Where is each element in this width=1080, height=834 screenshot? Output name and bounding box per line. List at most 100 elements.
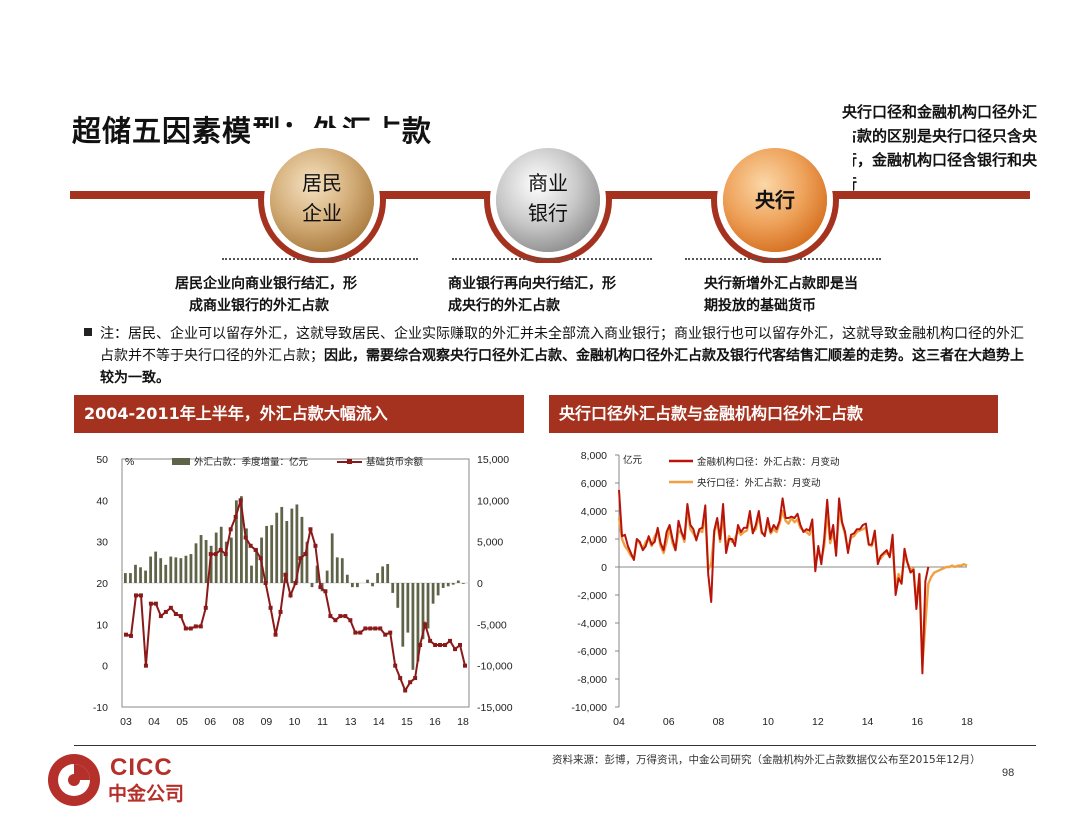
- line-point: [433, 643, 437, 647]
- line-point: [408, 680, 412, 684]
- bar: [169, 557, 172, 583]
- chart-1-banner: 2004-2011年上半年，外汇占款大幅流入: [74, 395, 524, 433]
- line-point: [363, 626, 367, 630]
- left-tick-label: 50: [96, 454, 108, 466]
- line-point: [239, 498, 243, 502]
- flow-label-2-line1: 商业: [508, 168, 588, 198]
- line-point: [428, 639, 432, 643]
- bar: [275, 513, 278, 583]
- bar: [401, 583, 404, 647]
- right-tick-label: 15,000: [477, 454, 509, 466]
- line-point: [284, 573, 288, 577]
- bar: [447, 583, 450, 586]
- line-point: [423, 622, 427, 626]
- bar: [452, 583, 455, 585]
- bar: [462, 583, 465, 584]
- bar: [280, 507, 283, 583]
- line-series-financial-institution: [619, 490, 928, 673]
- x-tick-label: 18: [457, 716, 469, 728]
- line-point: [413, 676, 417, 680]
- y-tick-label: -4,000: [577, 618, 607, 630]
- bar: [381, 566, 384, 583]
- line-point: [274, 633, 278, 637]
- line-point: [368, 626, 372, 630]
- line-point: [393, 664, 397, 668]
- line-point: [159, 614, 163, 618]
- line-point: [224, 552, 228, 556]
- line-point: [343, 614, 347, 618]
- bar: [205, 540, 208, 583]
- x-tick-label: 16: [911, 716, 923, 728]
- legend-label-central: 央行口径：外汇占款：月变动: [697, 477, 821, 489]
- flow-caption-2: 商业银行再向央行结汇，形 成央行的外汇占款: [448, 273, 616, 317]
- flow-label-2: 商业 银行: [508, 168, 588, 228]
- line-point: [249, 544, 253, 548]
- legend-label-bar: 外汇占款：季度增量：亿元: [194, 456, 309, 468]
- line-point: [244, 536, 248, 540]
- line-point: [234, 515, 238, 519]
- x-tick-label: 06: [204, 716, 216, 728]
- x-tick-label: 06: [663, 716, 675, 728]
- bar: [195, 543, 198, 583]
- bar: [356, 583, 359, 587]
- line-point: [398, 676, 402, 680]
- bar: [164, 565, 167, 583]
- flow-caption-2-line1: 商业银行再向央行结汇，形: [448, 273, 616, 295]
- line-point: [269, 606, 273, 610]
- bar: [200, 535, 203, 583]
- line-point: [129, 634, 133, 638]
- line-point: [214, 552, 218, 556]
- line-point: [353, 631, 357, 635]
- line-point: [328, 614, 332, 618]
- bar: [250, 566, 253, 583]
- left-tick-label: 0: [102, 661, 108, 673]
- legend-label-financial: 金融机构口径：外汇占款：月变动: [697, 456, 840, 468]
- line-point: [458, 643, 462, 647]
- line-point: [189, 626, 193, 630]
- line-point: [149, 602, 153, 606]
- bar: [326, 571, 329, 583]
- y-tick-label: 0: [601, 562, 607, 574]
- line-point: [303, 552, 307, 556]
- left-tick-label: 10: [96, 619, 108, 631]
- x-tick-label: 14: [373, 716, 385, 728]
- flow-label-1-line1: 居民: [282, 168, 362, 198]
- flow-caption-1-line1: 居民企业向商业银行结汇，形: [175, 273, 357, 295]
- line-point: [124, 633, 128, 637]
- line-point: [418, 643, 422, 647]
- flow-caption-3-line2: 期投放的基础货币: [704, 295, 858, 317]
- footer-divider: [74, 745, 1036, 746]
- bar: [159, 558, 162, 583]
- y-axis-unit: 亿元: [623, 454, 643, 466]
- line-point: [448, 639, 452, 643]
- bar: [185, 556, 188, 583]
- x-tick-label: 14: [862, 716, 874, 728]
- right-tick-label: -10,000: [477, 661, 513, 673]
- flow-label-3-line1: 央行: [735, 185, 815, 215]
- line-point: [264, 581, 268, 585]
- page-number: 98: [1002, 767, 1014, 779]
- legend-swatch-marker: [347, 459, 352, 464]
- chart-1: 50403020100-10% 15,00010,0005,0000-5,000-…: [74, 445, 534, 735]
- legend-label-line: 基础货币余额: [366, 456, 424, 468]
- bar: [301, 517, 304, 583]
- bar: [220, 527, 223, 583]
- x-tick-label: 08: [713, 716, 725, 728]
- bar: [336, 557, 339, 583]
- bar: [311, 583, 314, 587]
- line-point: [373, 626, 377, 630]
- flow-label-3: 央行: [735, 185, 815, 215]
- y-tick-label: 8,000: [581, 450, 607, 462]
- bar: [366, 580, 369, 583]
- line-point: [144, 664, 148, 668]
- bar: [270, 525, 273, 583]
- bar: [179, 558, 182, 583]
- bar: [124, 573, 127, 583]
- bar: [331, 533, 334, 583]
- bar: [144, 571, 147, 583]
- line-point: [254, 548, 258, 552]
- y-tick-label: -10,000: [571, 702, 607, 714]
- bar: [174, 557, 177, 583]
- line-point: [378, 626, 382, 630]
- line-point: [383, 633, 387, 637]
